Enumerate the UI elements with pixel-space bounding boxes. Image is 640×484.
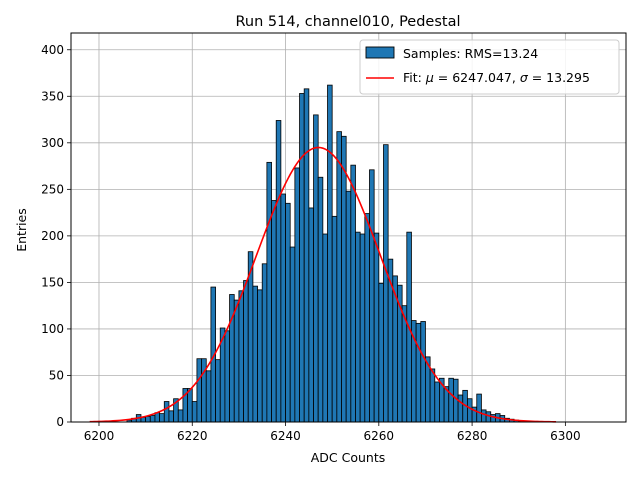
histogram-bar — [355, 231, 361, 423]
histogram-bar — [215, 359, 221, 423]
histogram-bar — [476, 393, 482, 423]
histogram-bar — [149, 415, 156, 423]
y-axis-label: Entries — [14, 208, 29, 252]
histogram-bar — [373, 232, 380, 423]
histogram-bar — [350, 164, 356, 423]
y-tick-label: 400 — [41, 43, 64, 57]
histogram-bar — [261, 263, 268, 423]
y-tick-label: 200 — [41, 229, 64, 243]
y-tick-label: 350 — [41, 89, 64, 103]
histogram-bar — [467, 398, 473, 423]
histogram-bar — [322, 233, 328, 423]
histogram-bar — [331, 215, 338, 423]
histogram-bar — [415, 322, 422, 423]
histogram-bar — [313, 114, 319, 423]
histogram-bar — [145, 416, 151, 423]
histogram-bar — [266, 161, 272, 423]
y-tick-label: 300 — [41, 136, 64, 150]
histogram-bar — [168, 410, 175, 423]
histogram-bar — [205, 370, 212, 423]
y-tick-label: 100 — [41, 322, 64, 336]
y-tick-label: 50 — [49, 368, 64, 382]
histogram-bar — [285, 202, 291, 423]
histogram-bar — [434, 381, 440, 423]
histogram-bar — [308, 207, 314, 423]
y-tick-label: 0 — [56, 415, 64, 429]
histogram-bar — [177, 409, 184, 423]
histogram-bar — [299, 93, 305, 423]
legend-fit-label: Fit: μ = 6247.047, σ = 13.295 — [403, 70, 590, 85]
y-tick-label: 150 — [41, 275, 64, 289]
histogram-bar — [485, 411, 492, 423]
histogram-bar — [280, 193, 286, 423]
chart-title: Run 514, channel010, Pedestal — [235, 14, 460, 30]
histogram-bar — [275, 120, 282, 423]
histogram-bar — [327, 84, 333, 423]
histogram-bar — [341, 135, 347, 423]
histogram-bar — [187, 388, 193, 423]
histogram-bar — [345, 190, 352, 423]
histogram-bar — [429, 368, 436, 423]
histogram-bar — [369, 169, 375, 423]
histogram-bar — [159, 413, 165, 423]
legend-box — [359, 39, 620, 95]
x-tick-label: 6260 — [364, 429, 395, 443]
legend: Samples: RMS=13.24 Fit: μ = 6247.047, σ … — [359, 39, 620, 95]
histogram-bar — [191, 401, 198, 423]
histogram-bar — [364, 213, 370, 423]
histogram-bar — [420, 321, 426, 423]
x-tick-label: 6200 — [84, 429, 115, 443]
histogram-bar — [289, 246, 296, 423]
histogram-bar — [336, 131, 342, 423]
histogram-bar — [457, 394, 464, 423]
histogram-bar — [317, 176, 324, 423]
y-tick-label: 250 — [41, 182, 64, 196]
histogram-bar — [401, 305, 408, 423]
histogram-bar — [243, 280, 249, 423]
legend-histogram-swatch — [365, 46, 395, 59]
histogram-bar — [378, 282, 384, 423]
histogram-bar — [359, 233, 366, 423]
histogram-bar — [257, 289, 263, 423]
histogram-bar — [252, 285, 258, 423]
x-tick-label: 6220 — [177, 429, 208, 443]
gaussian-fit-curve — [89, 146, 557, 423]
histogram-bar — [271, 200, 277, 423]
histogram-bar — [448, 377, 454, 423]
histogram-bar — [233, 299, 240, 423]
histogram-bar — [163, 401, 170, 423]
x-tick-label: 6240 — [270, 429, 301, 443]
histogram-bar — [383, 144, 389, 423]
histogram-bar — [481, 409, 487, 423]
histogram-bar — [224, 330, 230, 423]
histogram-bar — [196, 358, 202, 423]
plot-frame — [70, 32, 627, 423]
histogram-bar — [303, 88, 310, 423]
y-axis-ticks: 0 50 100 150 200 250 300 350 400 — [41, 43, 71, 429]
x-axis-label: ADC Counts — [311, 450, 386, 465]
x-tick-label: 6280 — [457, 429, 488, 443]
histogram-bar — [238, 290, 244, 423]
histogram-bar — [294, 167, 300, 423]
legend-histogram-label: Samples: RMS=13.24 — [403, 46, 538, 61]
x-axis-ticks: 6200 6220 6240 6260 6280 6300 — [84, 422, 581, 443]
x-tick-label: 6300 — [550, 429, 581, 443]
